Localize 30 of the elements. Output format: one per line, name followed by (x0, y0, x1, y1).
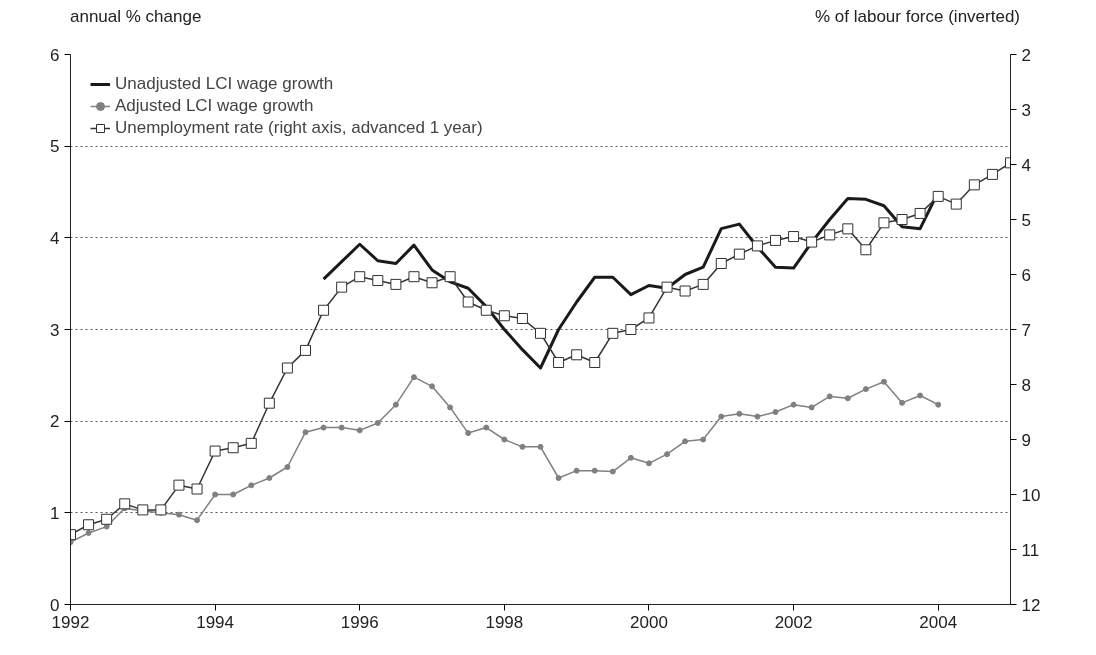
y2-tick-label: 12 (1021, 595, 1041, 615)
x-tick-label: 1998 (485, 612, 524, 632)
y2-tick-label: 2 (1021, 45, 1031, 65)
y-tick-label: 5 (50, 137, 60, 157)
y2-tick-label: 7 (1021, 320, 1031, 340)
y2-tick-label: 6 (1021, 265, 1031, 285)
x-tick-label: 2004 (919, 612, 958, 632)
x-tick-label: 1996 (340, 612, 379, 632)
legend-label: Adjusted LCI wage growth (115, 96, 314, 117)
legend-label: Unadjusted LCI wage growth (115, 74, 334, 95)
y2-tick-label: 4 (1021, 155, 1031, 175)
y2-tick-label: 11 (1021, 540, 1040, 560)
x-tick-label: 1992 (51, 612, 90, 632)
x-tick-label: 2002 (774, 612, 813, 632)
y2-tick-label: 3 (1021, 100, 1031, 120)
y-tick-label: 2 (50, 412, 60, 432)
x-tick-label: 2000 (630, 612, 668, 632)
y2-tick-label: 10 (1021, 485, 1041, 505)
x-tick-label: 1994 (196, 612, 235, 632)
legend-label: Unemployment rate (right axis, advanced 1 year) (115, 118, 483, 139)
y-tick-label: 3 (50, 320, 60, 340)
y2-tick-label: 8 (1021, 375, 1031, 395)
y-tick-label: 6 (50, 45, 60, 65)
y-tick-label: 4 (50, 229, 60, 249)
y-axis-title: annual % change (70, 6, 202, 28)
y-tick-label: 1 (50, 504, 60, 524)
y2-axis-title: % of labour force (inverted) (814, 6, 1020, 28)
y-tick-label: 0 (50, 595, 60, 615)
y2-tick-label: 9 (1021, 430, 1031, 450)
y2-tick-label: 5 (1021, 210, 1031, 230)
